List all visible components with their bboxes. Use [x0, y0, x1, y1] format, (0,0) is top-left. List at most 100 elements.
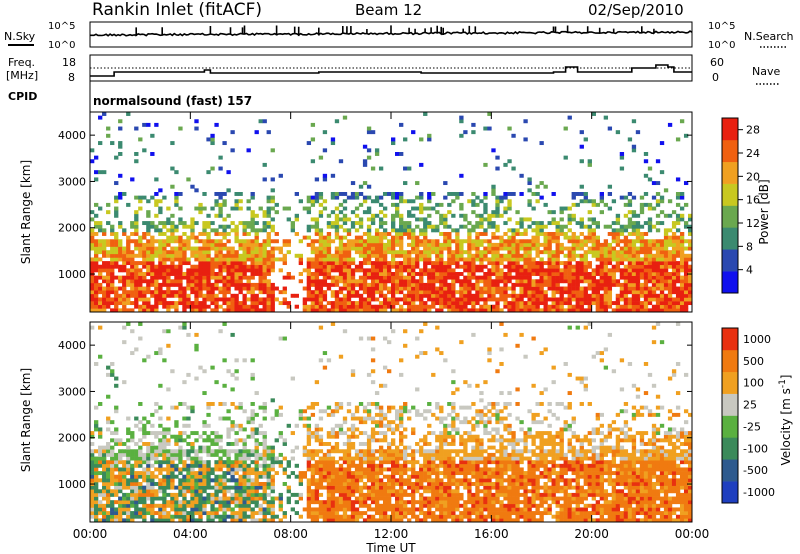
heatmap-cell — [314, 301, 320, 306]
heatmap-cell — [178, 511, 183, 516]
heatmap-cell — [603, 297, 609, 302]
heatmap-cell — [310, 159, 316, 164]
heatmap-cell — [106, 268, 111, 273]
heatmap-cell — [94, 279, 99, 284]
heatmap-cell — [403, 137, 408, 142]
heatmap-cell — [234, 467, 239, 472]
heatmap-cell — [471, 199, 476, 204]
heatmap-cell — [346, 253, 352, 258]
heatmap-cell — [346, 242, 352, 247]
heatmap-cell — [214, 485, 219, 490]
heatmap-cell — [631, 242, 637, 247]
heatmap-cell — [194, 507, 199, 512]
heatmap-cell — [543, 242, 548, 247]
heatmap-cell — [411, 293, 416, 298]
heatmap-cell — [407, 290, 412, 295]
heatmap-cell — [190, 478, 195, 483]
heatmap-cell — [395, 272, 400, 276]
heatmap-cell — [599, 301, 604, 306]
heatmap-cell — [423, 253, 428, 258]
heatmap-cell — [543, 293, 548, 298]
heatmap-cell — [222, 322, 227, 326]
heatmap-cell — [683, 224, 689, 229]
heatmap-cell — [354, 427, 360, 432]
heatmap-cell — [427, 221, 432, 226]
heatmap-cell — [523, 137, 528, 142]
heatmap-cell — [515, 268, 520, 273]
heatmap-cell — [194, 301, 199, 306]
heatmap-cell — [214, 261, 219, 266]
heatmap-cell — [230, 496, 235, 501]
heatmap-cell — [507, 239, 512, 244]
heatmap-cell — [242, 239, 247, 244]
colorbar-segment — [722, 139, 738, 163]
heatmap-cell — [126, 322, 131, 326]
heatmap-cell — [114, 431, 119, 436]
heatmap-cell — [555, 261, 560, 266]
heatmap-cell — [146, 485, 151, 490]
heatmap-cell — [138, 268, 143, 273]
heatmap-cell — [206, 137, 211, 142]
heatmap-cell — [334, 434, 340, 439]
heatmap-cell — [603, 290, 609, 295]
heatmap-cell — [162, 511, 167, 516]
heatmap-cell — [110, 460, 115, 465]
heatmap-cell — [419, 301, 424, 306]
heatmap-cell — [322, 235, 328, 240]
heatmap-cell — [198, 264, 203, 269]
heatmap-cell — [210, 438, 215, 443]
heatmap-cell — [182, 308, 187, 313]
heatmap-cell — [162, 282, 167, 287]
heatmap-cell — [94, 471, 99, 476]
heatmap-cell — [354, 482, 360, 486]
heatmap-cell — [423, 268, 428, 273]
heatmap-cell — [330, 474, 336, 479]
heatmap-cell — [270, 297, 275, 302]
heatmap-cell — [190, 460, 195, 465]
heatmap-cell — [619, 297, 625, 302]
heatmap-cell — [599, 308, 604, 313]
heatmap-cell — [655, 242, 661, 247]
heatmap-cell — [639, 235, 645, 240]
heatmap-cell — [270, 264, 275, 269]
heatmap-cell — [218, 449, 223, 454]
heatmap-cell — [607, 126, 613, 131]
heatmap-cell — [250, 416, 255, 421]
heatmap-cell — [210, 492, 215, 497]
heatmap-cell — [130, 514, 135, 519]
heatmap-cell — [122, 482, 127, 486]
heatmap-cell — [246, 507, 251, 512]
heatmap-cell — [391, 221, 396, 226]
heatmap-cell — [619, 286, 625, 291]
heatmap-cell — [198, 445, 203, 450]
heatmap-cell — [519, 242, 524, 247]
heatmap-cell — [98, 511, 103, 516]
heatmap-cell — [174, 192, 179, 196]
heatmap-cell — [194, 485, 199, 490]
heatmap-cell — [627, 239, 633, 244]
heatmap-cell — [182, 297, 187, 302]
heatmap-cell — [623, 228, 629, 233]
colorbar-segment — [722, 161, 738, 184]
heatmap-cell — [118, 173, 123, 178]
heatmap-cell — [186, 503, 191, 508]
heatmap-cell — [467, 261, 472, 266]
heatmap-cell — [122, 253, 127, 258]
heatmap-cell — [619, 272, 625, 276]
heatmap-cell — [242, 261, 247, 266]
heatmap-cell — [511, 293, 516, 298]
heatmap-cell — [318, 325, 324, 330]
heatmap-cell — [138, 514, 143, 519]
heatmap-cell — [439, 293, 444, 298]
heatmap-cell — [378, 261, 384, 266]
heatmap-cell — [198, 301, 203, 306]
heatmap-cell — [234, 431, 239, 436]
heatmap-cell — [242, 228, 247, 233]
heatmap-cell — [230, 304, 235, 309]
heatmap-cell — [146, 224, 151, 229]
heatmap-cell — [250, 268, 255, 273]
heatmap-cell — [391, 261, 396, 266]
heatmap-cell — [635, 304, 641, 309]
heatmap-cell — [122, 325, 127, 330]
heatmap-cell — [627, 286, 633, 291]
